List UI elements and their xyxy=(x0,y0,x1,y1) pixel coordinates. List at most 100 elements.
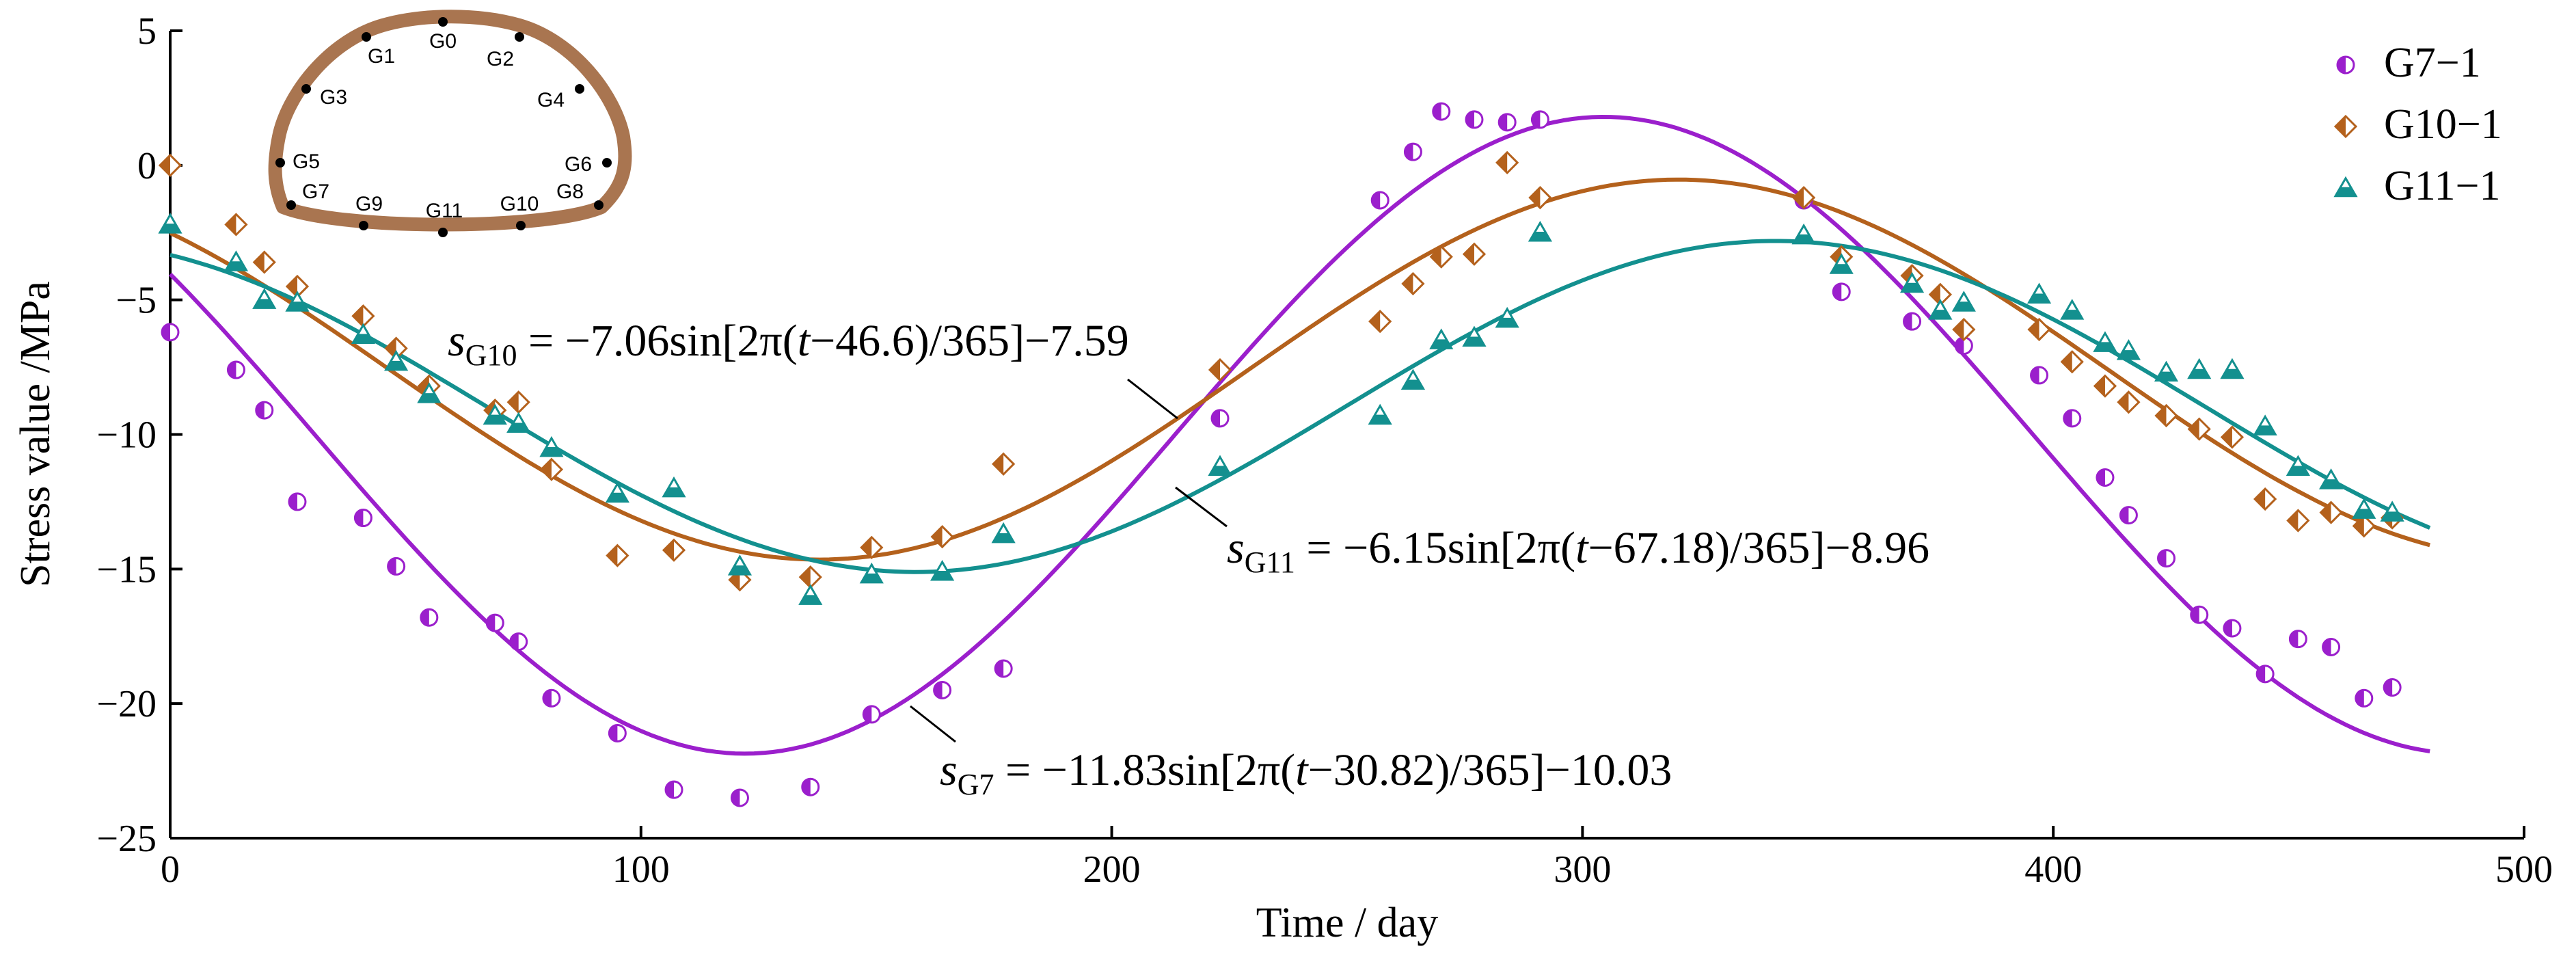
tunnel-label-g5: G5 xyxy=(293,150,320,173)
g11-data-point xyxy=(252,288,277,309)
tunnel-point xyxy=(516,221,526,230)
g7-eq-var: t xyxy=(1295,745,1309,795)
g7-data-point xyxy=(933,680,952,699)
y-tick-label: 0 xyxy=(137,145,157,187)
g10-data-point xyxy=(2253,487,2277,511)
g7-data-point xyxy=(2322,637,2341,656)
g11-data-point xyxy=(1791,223,1816,245)
g10-eq-body: = −7.06sin[2π( xyxy=(517,316,797,366)
g11-data-point xyxy=(1208,455,1232,476)
g10-data-point xyxy=(1495,150,1519,175)
g11-equation: sG11 = −6.15sin[2π(t−67.18)/365]−8.96 xyxy=(1227,523,1929,579)
g10-data-point xyxy=(2027,317,2051,342)
g10-data-point xyxy=(539,457,564,481)
legend-label-g11: G11−1 xyxy=(2384,163,2500,209)
g7-eq-rest: −30.82)/365]−10.03 xyxy=(1308,745,1672,795)
y-tick-label: 5 xyxy=(137,10,157,53)
legend-marker-g10 xyxy=(2333,114,2358,139)
g11-data-point xyxy=(1495,306,1519,328)
g11-data-point xyxy=(1951,291,1976,312)
g7-data-point xyxy=(387,556,406,576)
g11-series xyxy=(158,213,2404,605)
tunnel-lining-shape xyxy=(268,10,632,232)
g7-data-point xyxy=(1903,312,1922,331)
tunnel-inset: G0 G1 G2 G3 G4 G5 G6 G7 G8 G9 G10 G11 xyxy=(268,10,632,237)
g7-data-point xyxy=(730,788,749,807)
g11-data-point xyxy=(1400,368,1426,390)
g7-fit-curve xyxy=(168,115,2430,756)
g11-data-point xyxy=(2060,299,2085,320)
g11-data-point xyxy=(223,250,249,271)
g11-fit-curve xyxy=(170,239,2431,574)
g7-data-point xyxy=(2063,409,2082,428)
g7-eq-body: = −11.83sin[2π( xyxy=(994,745,1295,795)
g11-data-point xyxy=(2318,468,2344,489)
tunnel-point xyxy=(602,158,612,167)
tunnel-label-g0: G0 xyxy=(429,30,457,53)
x-tick-label: 500 xyxy=(2495,848,2553,891)
g7-data-point xyxy=(1210,409,1230,428)
g11-data-point xyxy=(2380,500,2404,522)
legend-label-g7: G7−1 xyxy=(2384,40,2481,86)
g7-data-point xyxy=(2288,630,2307,649)
g11-data-point xyxy=(2286,455,2310,476)
g10-data-point xyxy=(158,153,182,177)
legend: G7−1 G10−1 G11−1 xyxy=(2333,40,2502,209)
legend-marker-g11 xyxy=(2333,176,2358,198)
g11-data-point xyxy=(1899,271,1925,293)
g11-data-point xyxy=(351,323,376,345)
g11-data-point xyxy=(2026,282,2052,304)
g7-data-point xyxy=(288,492,307,511)
g11-data-point xyxy=(1368,403,1392,425)
g7-data-point xyxy=(608,723,627,742)
g7-data-point xyxy=(1497,113,1517,132)
g10-data-point xyxy=(2286,509,2310,533)
g10-eq-prefix: s xyxy=(448,316,465,366)
legend-marker-g7 xyxy=(2336,55,2355,75)
y-tick-label: −15 xyxy=(96,548,157,591)
tunnel-point xyxy=(286,200,296,210)
g11-equation-leader xyxy=(1175,486,1228,528)
y-axis-title: Stress value /MPa xyxy=(12,281,59,587)
tunnel-label-g4: G4 xyxy=(537,89,565,111)
g7-data-point xyxy=(485,613,504,632)
tunnel-label-g8: G8 xyxy=(556,180,584,203)
tunnel-point xyxy=(594,200,604,210)
g11-data-point xyxy=(2093,331,2117,352)
data-markers xyxy=(158,102,2404,807)
g7-data-point xyxy=(2223,619,2242,638)
y-tick-label: −20 xyxy=(96,683,157,725)
legend-item-g7: G7−1 xyxy=(2336,40,2481,86)
tunnel-point xyxy=(362,32,371,42)
g7-data-point xyxy=(353,509,372,528)
tunnel-point xyxy=(301,84,311,94)
g11-data-point xyxy=(539,435,564,457)
g7-data-point xyxy=(255,401,274,420)
g10-data-point xyxy=(506,390,530,414)
g11-data-point xyxy=(483,403,507,425)
g11-eq-var: t xyxy=(1575,523,1589,573)
g11-data-point xyxy=(930,559,955,581)
g7-equation: sG7 = −11.83sin[2π(t−30.82)/365]−10.03 xyxy=(940,745,1672,801)
g7-series xyxy=(161,102,2402,807)
g7-data-point xyxy=(2383,678,2402,697)
x-tick-label: 0 xyxy=(161,848,180,891)
legend-item-g11: G11−1 xyxy=(2333,163,2500,209)
g10-equation-leader xyxy=(1127,378,1178,420)
g10-data-point xyxy=(1792,185,1816,210)
g7-data-point xyxy=(2096,468,2115,487)
tunnel-measuring-points xyxy=(275,17,612,237)
g11-data-point xyxy=(2253,414,2277,435)
g7-data-point xyxy=(801,777,820,796)
g11-data-point xyxy=(1429,328,1454,349)
g7-data-point xyxy=(1530,110,1549,129)
tunnel-label-g10: G10 xyxy=(500,193,539,215)
g10-data-point xyxy=(2187,417,2211,441)
g7-data-point xyxy=(161,323,180,342)
tunnel-point xyxy=(438,228,448,237)
y-tick-label: −5 xyxy=(116,280,157,322)
x-axis-title: Time / day xyxy=(1256,900,1438,946)
g11-data-point xyxy=(384,349,409,371)
tunnel-labels: G0 G1 G2 G3 G4 G5 G6 G7 G8 G9 G10 G11 xyxy=(293,30,592,222)
g10-data-point xyxy=(992,452,1016,476)
